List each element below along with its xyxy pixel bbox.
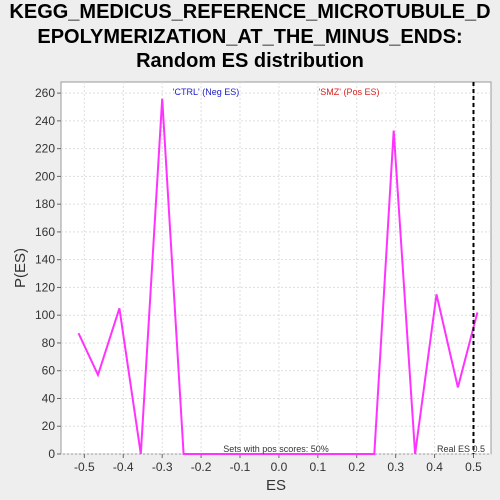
- y-tick-label: 220: [35, 142, 55, 156]
- x-axis-label: ES: [266, 477, 286, 494]
- x-tick-label: 0.5: [465, 460, 482, 474]
- axes: 0 20 40 60 80 100 120 140 160 180 200 220 240 260 -0.5…: [35, 86, 482, 474]
- es-distribution-line: [77, 98, 479, 455]
- y-tick-label: 20: [42, 419, 56, 433]
- y-tick-label: 120: [35, 280, 55, 294]
- x-tick-label: 0.2: [348, 460, 365, 474]
- y-tick-label: 100: [35, 308, 55, 322]
- chart-title: KEGG_MEDICUS_REFERENCE_MICROTUBULE_D EPO…: [0, 0, 500, 74]
- y-tick-label: 60: [42, 364, 56, 378]
- title-line-3: Random ES distribution: [136, 50, 364, 72]
- x-tick-label: 0.0: [271, 460, 288, 474]
- sets-pos-label: Sets with pos scores: 50%: [223, 444, 329, 454]
- y-tick-label: 40: [42, 391, 56, 405]
- y-tick-label: 140: [35, 253, 55, 267]
- x-tick-label: 0.4: [426, 460, 443, 474]
- series-group: [77, 98, 479, 455]
- x-tick-label: -0.2: [191, 460, 212, 474]
- y-tick-label: 180: [35, 197, 55, 211]
- y-tick-label: 260: [35, 86, 55, 100]
- title-line-1: KEGG_MEDICUS_REFERENCE_MICROTUBULE_D: [9, 1, 491, 23]
- title-line-2: EPOLYMERIZATION_AT_THE_MINUS_ENDS:: [37, 25, 463, 48]
- y-tick-label: 0: [48, 447, 55, 461]
- grid-lines: [61, 82, 491, 455]
- x-tick-label: 0.3: [387, 460, 404, 474]
- neg-es-label: 'CTRL' (Neg ES): [173, 87, 239, 97]
- y-tick-label: 80: [42, 336, 56, 350]
- y-tick-label: 200: [35, 169, 55, 183]
- x-tick-label: -0.1: [230, 460, 251, 474]
- y-axis-label: P(ES): [12, 248, 29, 288]
- y-tick-label: 160: [35, 225, 55, 239]
- real-es-label: Real ES 0.5: [437, 444, 485, 454]
- pos-es-label: 'SMZ' (Pos ES): [319, 87, 380, 97]
- x-tick-label: 0.1: [309, 460, 326, 474]
- x-tick-label: -0.4: [113, 460, 134, 474]
- y-tick-label: 240: [35, 114, 55, 128]
- x-tick-label: -0.5: [74, 460, 95, 474]
- x-tick-label: -0.3: [152, 460, 173, 474]
